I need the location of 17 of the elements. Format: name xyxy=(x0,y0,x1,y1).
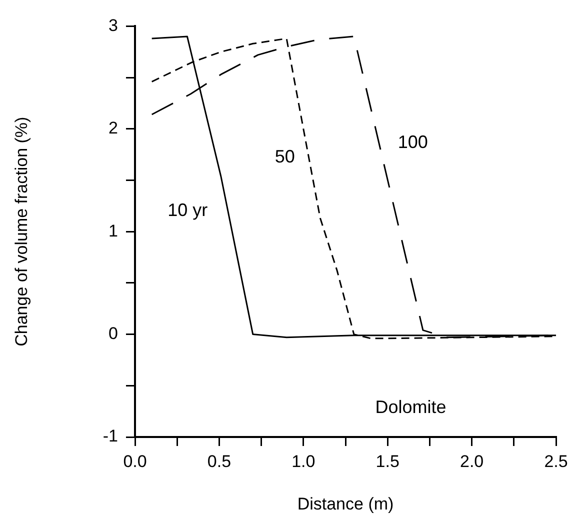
x-tick-label: 2.5 xyxy=(544,452,568,471)
annotation: Dolomite xyxy=(375,397,446,418)
y-tick-label: -1 xyxy=(102,426,118,446)
x-tick-label: 0.5 xyxy=(207,452,232,471)
x-tick-label: 2.0 xyxy=(460,452,484,471)
x-tick-label: 1.5 xyxy=(376,452,400,471)
annotation: 10 yr xyxy=(168,200,208,220)
y-tick-label: 2 xyxy=(108,118,118,138)
y-tick-label: 3 xyxy=(108,16,118,35)
y-tick-label: 0 xyxy=(108,324,118,343)
annotation: 100 xyxy=(398,132,428,152)
x-tick-label: 0.0 xyxy=(123,452,147,471)
annotation: 50 xyxy=(274,146,295,167)
y-tick-label: 1 xyxy=(108,221,118,240)
y-axis-title: Change of volume fraction (%) xyxy=(12,116,31,346)
x-tick-label: 1.0 xyxy=(292,452,316,471)
x-axis-title: Distance (m) xyxy=(297,494,394,514)
